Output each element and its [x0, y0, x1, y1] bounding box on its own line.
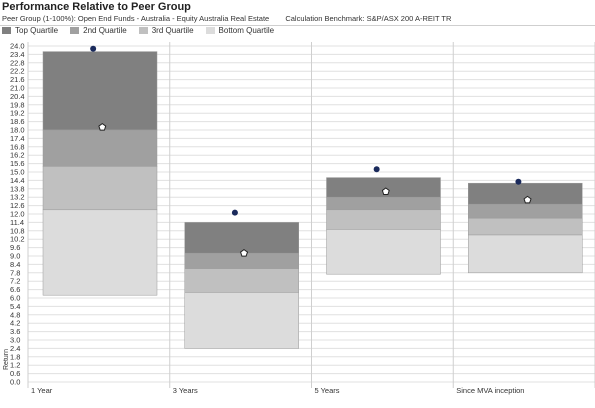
y-tick-label: 14.4 — [10, 176, 25, 185]
legend-item-bottom-quartile: Bottom Quartile — [205, 26, 275, 35]
y-tick-label: 13.8 — [10, 184, 25, 193]
y-tick-label: 22.8 — [10, 58, 25, 67]
chart-title: Performance Relative to Peer Group — [2, 1, 191, 13]
y-tick-label: 7.2 — [10, 277, 20, 286]
legend-swatch-3rd-quartile — [138, 27, 148, 34]
quartile-bar-3rd — [326, 209, 441, 230]
benchmark-return-marker — [240, 248, 249, 257]
y-tick-label: 10.8 — [10, 226, 25, 235]
quartile-bar-bottom — [42, 209, 158, 296]
quartile-bar-bottom — [326, 229, 441, 275]
y-tick-label: 15.6 — [10, 159, 25, 168]
y-tick-label: 16.8 — [10, 142, 25, 151]
y-tick-label: 9.0 — [10, 252, 20, 261]
legend-label-bottom-quartile: Bottom Quartile — [218, 26, 275, 35]
y-tick-label: 4.2 — [10, 319, 20, 328]
y-tick-label: 0.0 — [10, 378, 20, 387]
y-tick-label: 1.2 — [10, 361, 20, 370]
y-tick-label: 5.4 — [10, 302, 20, 311]
legend-swatch-bottom-quartile — [205, 27, 215, 34]
y-tick-label: 10.2 — [10, 235, 25, 244]
benchmark-text: Calculation Benchmark: S&P/ASX 200 A-REI… — [285, 14, 452, 23]
y-tick-label: 8.4 — [10, 260, 20, 269]
chart-subtitle: Peer Group (1-100%): Open End Funds - Au… — [2, 14, 465, 23]
legend-swatch-2nd-quartile — [70, 27, 80, 34]
y-tick-label: 9.6 — [10, 243, 20, 252]
quartile-bar-3rd — [184, 268, 299, 293]
y-tick-label: 3.6 — [10, 327, 20, 336]
y-tick-label: 19.8 — [10, 100, 25, 109]
legend-item-2nd-quartile: 2nd Quartile — [70, 26, 127, 35]
y-axis-label: Return — [3, 349, 10, 370]
legend-label-top-quartile: Top Quartile — [15, 26, 59, 35]
quartile-bar-top — [184, 222, 299, 254]
y-tick-label: 24.0 — [10, 42, 25, 51]
x-category-label: Since MVA inception — [456, 386, 524, 395]
legend-label-3rd-quartile: 3rd Quartile — [151, 26, 194, 35]
legend-swatch-top-quartile — [2, 27, 11, 34]
y-tick-label: 4.8 — [10, 310, 20, 319]
y-tick-label: 16.2 — [10, 151, 25, 160]
y-tick-label: 15.0 — [10, 168, 25, 177]
y-tick-label: 12.0 — [10, 210, 25, 219]
quartile-bar-3rd — [468, 217, 583, 236]
y-tick-label: 2.4 — [10, 344, 20, 353]
peer-group-text: Peer Group (1-100%): Open End Funds - Au… — [2, 14, 270, 23]
y-tick-label: 1.8 — [10, 352, 20, 361]
benchmark-return-marker — [523, 195, 532, 204]
y-tick-label: 12.6 — [10, 201, 25, 210]
quartile-bar-top — [42, 51, 158, 131]
y-tick-label: 20.4 — [10, 92, 25, 101]
quartile-bar-2nd — [42, 129, 158, 167]
y-tick-label: 18.6 — [10, 117, 25, 126]
x-category-label: 1 Year — [31, 386, 53, 395]
benchmark-return-marker — [98, 122, 107, 131]
fund-return-marker — [515, 178, 522, 185]
quartile-bar-3rd — [42, 166, 158, 211]
fund-return-marker — [231, 209, 238, 216]
legend-label-2nd-quartile: 2nd Quartile — [83, 26, 127, 35]
quartile-bar-2nd — [326, 196, 441, 211]
header-divider — [0, 25, 595, 26]
y-tick-label: 7.8 — [10, 268, 20, 277]
fund-return-marker — [373, 166, 380, 173]
y-tick-label: 18.0 — [10, 126, 25, 135]
y-tick-label: 6.0 — [10, 294, 20, 303]
y-tick-label: 17.4 — [10, 134, 25, 143]
y-tick-label: 21.6 — [10, 75, 25, 84]
y-tick-label: 6.6 — [10, 285, 20, 294]
legend-item-top-quartile: Top Quartile — [2, 26, 58, 35]
y-tick-label: 13.2 — [10, 193, 25, 202]
y-tick-label: 21.0 — [10, 84, 25, 93]
y-tick-label: 23.4 — [10, 50, 25, 59]
legend-item-3rd-quartile: 3rd Quartile — [138, 26, 194, 35]
y-tick-label: 0.6 — [10, 369, 20, 378]
y-tick-label: 22.2 — [10, 67, 25, 76]
fund-return-marker — [90, 45, 97, 52]
quartile-bar-bottom — [468, 234, 583, 274]
benchmark-return-marker — [381, 187, 390, 195]
y-tick-label: 11.4 — [10, 218, 24, 227]
x-category-label: 3 Years — [173, 386, 198, 395]
y-tick-label: 3.0 — [10, 336, 20, 345]
y-tick-label: 19.2 — [10, 109, 25, 118]
legend: Top Quartile 2nd Quartile 3rd Quartile B… — [2, 26, 286, 35]
quartile-bar-2nd — [468, 203, 583, 219]
x-category-label: 5 Years — [315, 386, 340, 395]
quartile-bar-bottom — [184, 292, 299, 349]
